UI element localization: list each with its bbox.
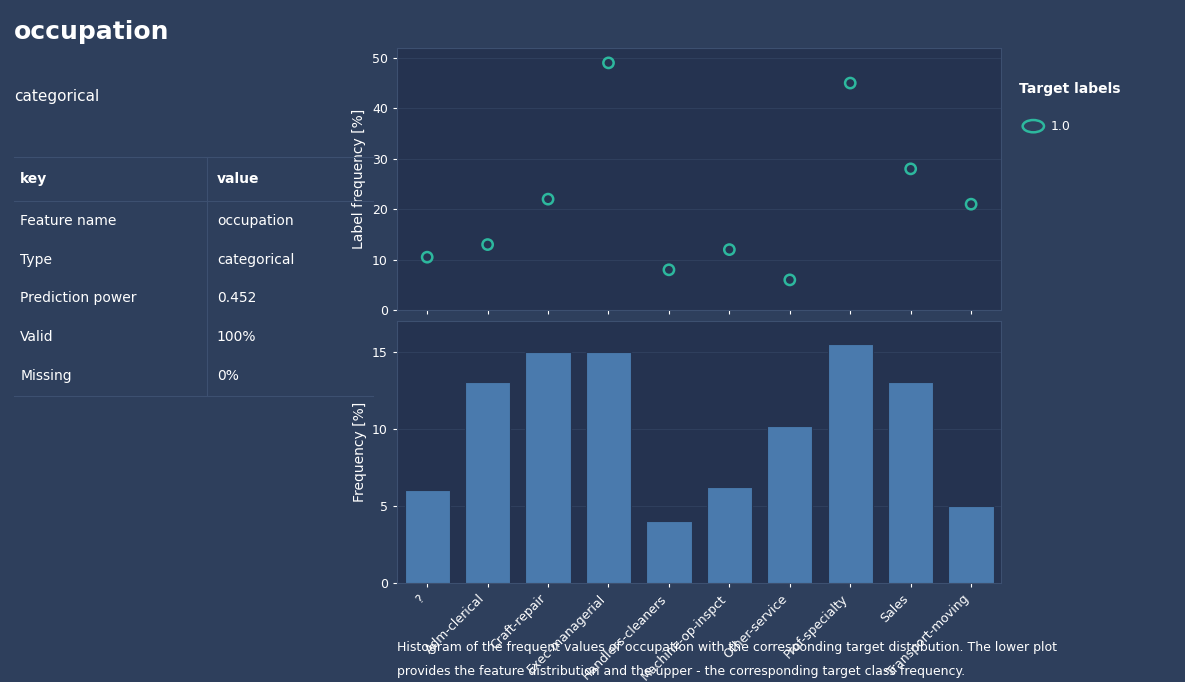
Text: Valid: Valid — [20, 330, 53, 344]
Bar — [646, 521, 692, 583]
Text: 0%: 0% — [217, 369, 238, 383]
Text: 1.0: 1.0 — [1051, 119, 1071, 133]
Point — [598, 57, 619, 68]
Bar — [827, 344, 873, 583]
Text: occupation: occupation — [217, 213, 294, 228]
Text: provides the feature distribution and the upper - the corresponding target class: provides the feature distribution and th… — [397, 665, 965, 678]
Point — [719, 244, 739, 255]
Text: Type: Type — [20, 252, 52, 267]
Text: occupation: occupation — [14, 20, 169, 44]
Point — [841, 78, 860, 89]
Text: Target labels: Target labels — [1019, 82, 1121, 96]
Point — [780, 274, 799, 285]
Point — [901, 164, 920, 175]
Bar — [585, 351, 632, 583]
Y-axis label: Label frequency [%]: Label frequency [%] — [352, 109, 366, 249]
Text: 0.452: 0.452 — [217, 291, 256, 306]
Text: Missing: Missing — [20, 369, 72, 383]
Bar — [767, 426, 813, 583]
Text: value: value — [217, 172, 260, 186]
Text: Feature name: Feature name — [20, 213, 116, 228]
Text: Prediction power: Prediction power — [20, 291, 136, 306]
Point — [659, 265, 678, 276]
Bar — [948, 506, 994, 583]
Text: Histogram of the frequent values of occupation with the corresponding target dis: Histogram of the frequent values of occu… — [397, 641, 1057, 654]
Point — [538, 194, 558, 205]
Text: 100%: 100% — [217, 330, 256, 344]
Bar — [465, 383, 511, 583]
Point — [962, 198, 981, 209]
Bar — [888, 383, 934, 583]
Y-axis label: Frequency [%]: Frequency [%] — [352, 402, 366, 502]
Bar — [525, 351, 571, 583]
Bar — [404, 490, 450, 583]
Point — [479, 239, 498, 250]
Text: categorical: categorical — [217, 252, 294, 267]
Text: key: key — [20, 172, 47, 186]
Bar — [706, 488, 752, 583]
Point — [417, 252, 436, 263]
Text: categorical: categorical — [14, 89, 100, 104]
